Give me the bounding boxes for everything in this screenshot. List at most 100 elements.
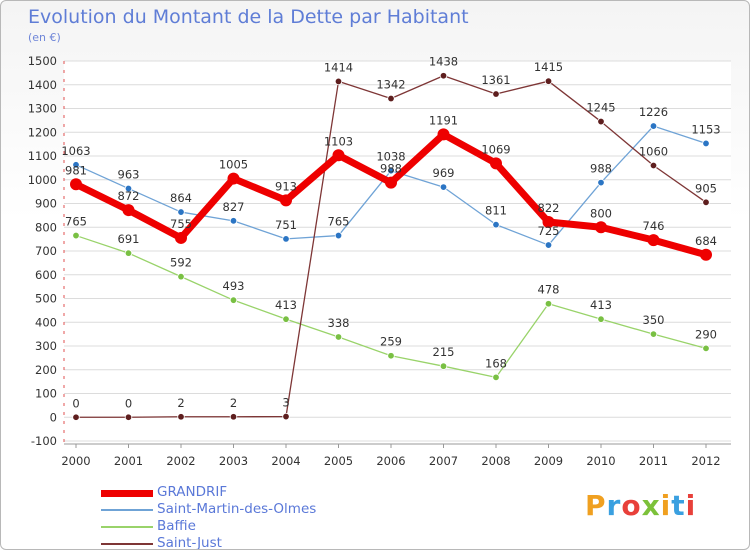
data-point [334,231,343,240]
data-label: 725 [538,224,560,238]
unit-label: (en €) [28,31,61,44]
chart-title: Evolution du Montant de la Dette par Hab… [28,6,469,28]
data-point [387,94,395,103]
data-label: 746 [643,219,665,233]
x-tick-label: 2003 [219,454,248,468]
y-tick-label: 300 [35,339,57,353]
logo-letter: i [685,489,697,522]
series-layer [70,72,712,421]
data-label: 963 [118,168,140,182]
data-label: 800 [590,206,612,220]
y-tick-label: 400 [35,315,57,329]
data-point [702,198,710,207]
data-point [332,149,345,162]
data-point [229,296,238,304]
data-label: 478 [538,283,560,297]
data-point [70,178,82,191]
data-label: 1153 [691,122,720,136]
data-label: 988 [590,162,612,176]
data-point [72,161,80,169]
logo-letter: P [585,489,607,522]
data-point [492,373,500,382]
x-tick-label: 2002 [166,454,195,468]
legend-swatch [101,509,153,511]
x-tick-label: 2012 [691,454,720,468]
data-label: 1103 [324,134,353,148]
data-point [490,157,502,170]
data-point [280,194,292,207]
data-point [437,128,450,141]
data-point [649,330,658,338]
data-point [439,183,448,191]
data-label: 1361 [481,73,510,87]
data-label: 913 [275,179,297,193]
x-tick-label: 2011 [639,454,668,468]
x-tick-label: 2005 [324,454,353,468]
data-point [282,315,290,323]
data-point [124,184,133,193]
y-tick-label: 800 [35,220,57,234]
legend-swatch [101,543,153,545]
data-label: 0 [125,396,132,410]
y-tick-label: 200 [35,363,57,377]
data-label: 872 [118,189,140,203]
data-label: 811 [485,204,507,218]
data-point [282,235,290,243]
y-tick-label: 0 [50,410,57,424]
data-point [439,72,448,80]
data-label: 755 [170,217,192,231]
data-label-layer: 1063 963 864 827 751 765 1038 969 811 725 988 1226 1… [61,55,720,411]
data-label: 1438 [429,55,458,69]
logo-letter: t [671,489,686,522]
data-point [544,300,553,308]
data-label: 2 [230,396,237,410]
data-label: 168 [485,356,507,370]
x-tick-label: 2001 [114,454,143,468]
data-label: 1005 [219,158,248,172]
logo-letter: o [621,489,642,522]
data-point [649,122,658,130]
data-point [439,362,448,370]
data-label: 2 [177,396,184,410]
logo-letter: x [641,489,661,522]
data-label: 684 [695,234,717,248]
y-tick-label: 500 [35,292,57,306]
y-tick-label: 1200 [28,125,57,139]
y-tick-label: 1300 [28,102,57,116]
y-tick-label: 1000 [28,173,57,187]
data-point [124,249,133,257]
data-point [334,77,343,86]
legend-label: Saint-Martin-des-Olmes [157,501,317,517]
data-label: 691 [118,232,140,246]
data-label: 1245 [586,101,615,115]
data-point [597,315,605,323]
data-point [72,231,80,240]
x-tick-label: 2006 [376,454,405,468]
data-point [334,333,343,341]
data-label: 988 [380,162,402,176]
data-label: 822 [538,201,560,215]
data-label: 1226 [639,105,668,119]
data-label: 290 [695,327,717,341]
y-tick-label: 900 [35,197,57,211]
data-point [544,77,553,85]
data-label: 751 [275,218,297,232]
data-label: 969 [433,166,455,180]
legend-swatch [101,526,153,528]
y-tick-label: 100 [35,387,57,401]
data-point [177,272,185,281]
data-point [229,217,238,225]
data-point [649,161,658,170]
data-label: 905 [695,181,717,195]
legend-label: GRANDRIF [157,484,228,500]
data-point [387,167,395,175]
data-label: 592 [170,256,192,270]
data-point [702,139,710,148]
data-point [229,413,238,421]
data-point [72,413,80,421]
data-label: 981 [65,163,87,177]
y-tick-label: 700 [35,244,57,258]
logo-letter: r [606,489,622,522]
